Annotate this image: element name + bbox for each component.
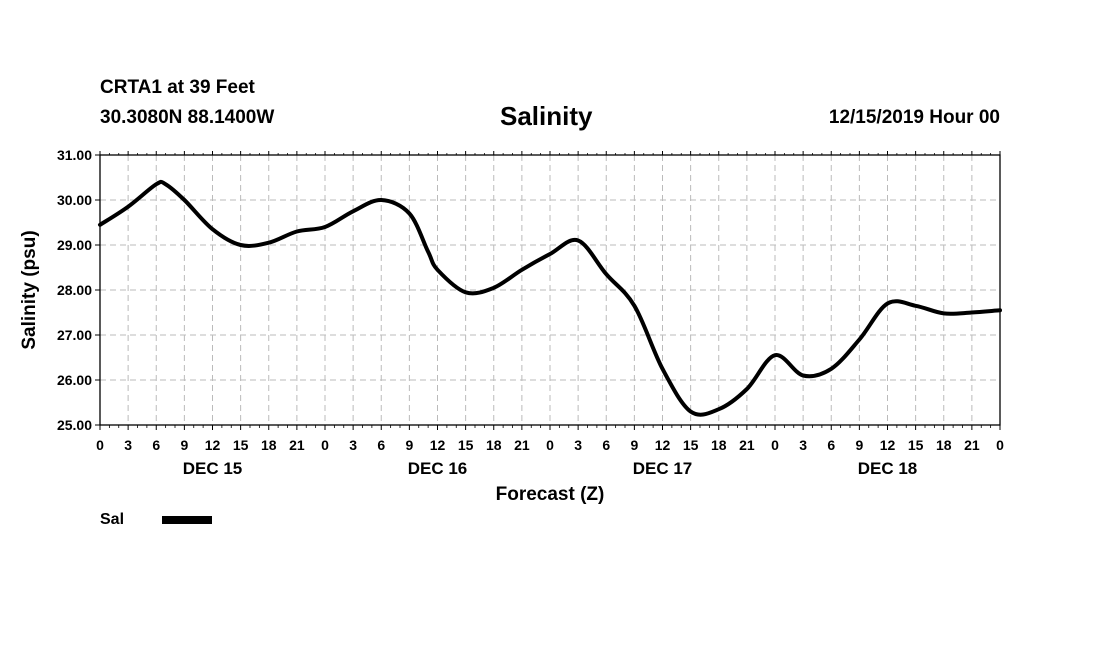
x-tick-label: 21 (739, 437, 755, 453)
coordinates-label: 30.3080N 88.1400W (100, 107, 275, 128)
x-tick-label: 18 (261, 437, 277, 453)
x-tick-label: 9 (855, 437, 863, 453)
x-tick-label: 0 (321, 437, 329, 453)
x-tick-label: 21 (289, 437, 305, 453)
x-tick-label: 3 (349, 437, 357, 453)
x-tick-label: 3 (799, 437, 807, 453)
x-tick-label: 0 (96, 437, 104, 453)
legend-label-sal: Sal (100, 511, 124, 528)
day-label: DEC 18 (858, 459, 918, 478)
x-tick-label: 18 (486, 437, 502, 453)
x-tick-label: 3 (124, 437, 132, 453)
day-label: DEC 17 (633, 459, 693, 478)
y-tick-label: 29.00 (57, 237, 92, 253)
series-line-sal (98, 179, 1002, 417)
x-tick-label: 0 (546, 437, 554, 453)
x-tick-labels: 0 3 6 9 12 15 18 21 0 3 6 9 12 15 18 21 0 3 6 9 12 15 18 21 0 3 6 9… (96, 437, 1004, 453)
x-tick-label: 6 (827, 437, 835, 453)
x-tick-label: 15 (233, 437, 249, 453)
y-tick-label: 30.00 (57, 192, 92, 208)
x-tick-label: 18 (936, 437, 952, 453)
x-tick-label: 9 (630, 437, 638, 453)
x-axis-title: Forecast (Z) (496, 484, 605, 505)
plot-frame (99, 154, 1001, 426)
chart-title: Salinity (500, 101, 593, 131)
x-tick-label: 9 (405, 437, 413, 453)
y-tick-label: 27.00 (57, 327, 92, 343)
x-tick-label: 12 (430, 437, 446, 453)
x-tick-label: 12 (880, 437, 896, 453)
day-label: DEC 16 (408, 459, 468, 478)
x-tick-label: 6 (152, 437, 160, 453)
x-tick-label: 3 (574, 437, 582, 453)
grid-lines (100, 155, 1000, 425)
y-tick-label: 26.00 (57, 372, 92, 388)
y-tick-label: 31.00 (57, 147, 92, 163)
day-label: DEC 15 (183, 459, 243, 478)
x-tick-label: 21 (964, 437, 980, 453)
x-tick-label: 12 (655, 437, 671, 453)
x-tick-label: 12 (205, 437, 221, 453)
station-label: CRTA1 at 39 Feet (100, 77, 255, 98)
day-labels: DEC 15 DEC 16 DEC 17 DEC 18 (183, 459, 918, 478)
x-tick-label: 9 (180, 437, 188, 453)
x-tick-label: 15 (458, 437, 474, 453)
x-tick-label: 21 (514, 437, 530, 453)
x-tick-label: 15 (908, 437, 924, 453)
y-tick-labels: 25.00 26.00 27.00 28.00 29.00 30.00 31.00 (57, 147, 92, 433)
y-axis-title: Salinity (psu) (19, 230, 40, 349)
x-tick-label: 0 (996, 437, 1004, 453)
y-tick-label: 25.00 (57, 417, 92, 433)
x-tick-label: 6 (377, 437, 385, 453)
x-tick-label: 15 (683, 437, 699, 453)
forecast-timestamp: 12/15/2019 Hour 00 (828, 107, 1000, 128)
x-tick-label: 6 (602, 437, 610, 453)
y-tick-label: 28.00 (57, 282, 92, 298)
x-tick-label: 18 (711, 437, 727, 453)
x-tick-label: 0 (771, 437, 779, 453)
